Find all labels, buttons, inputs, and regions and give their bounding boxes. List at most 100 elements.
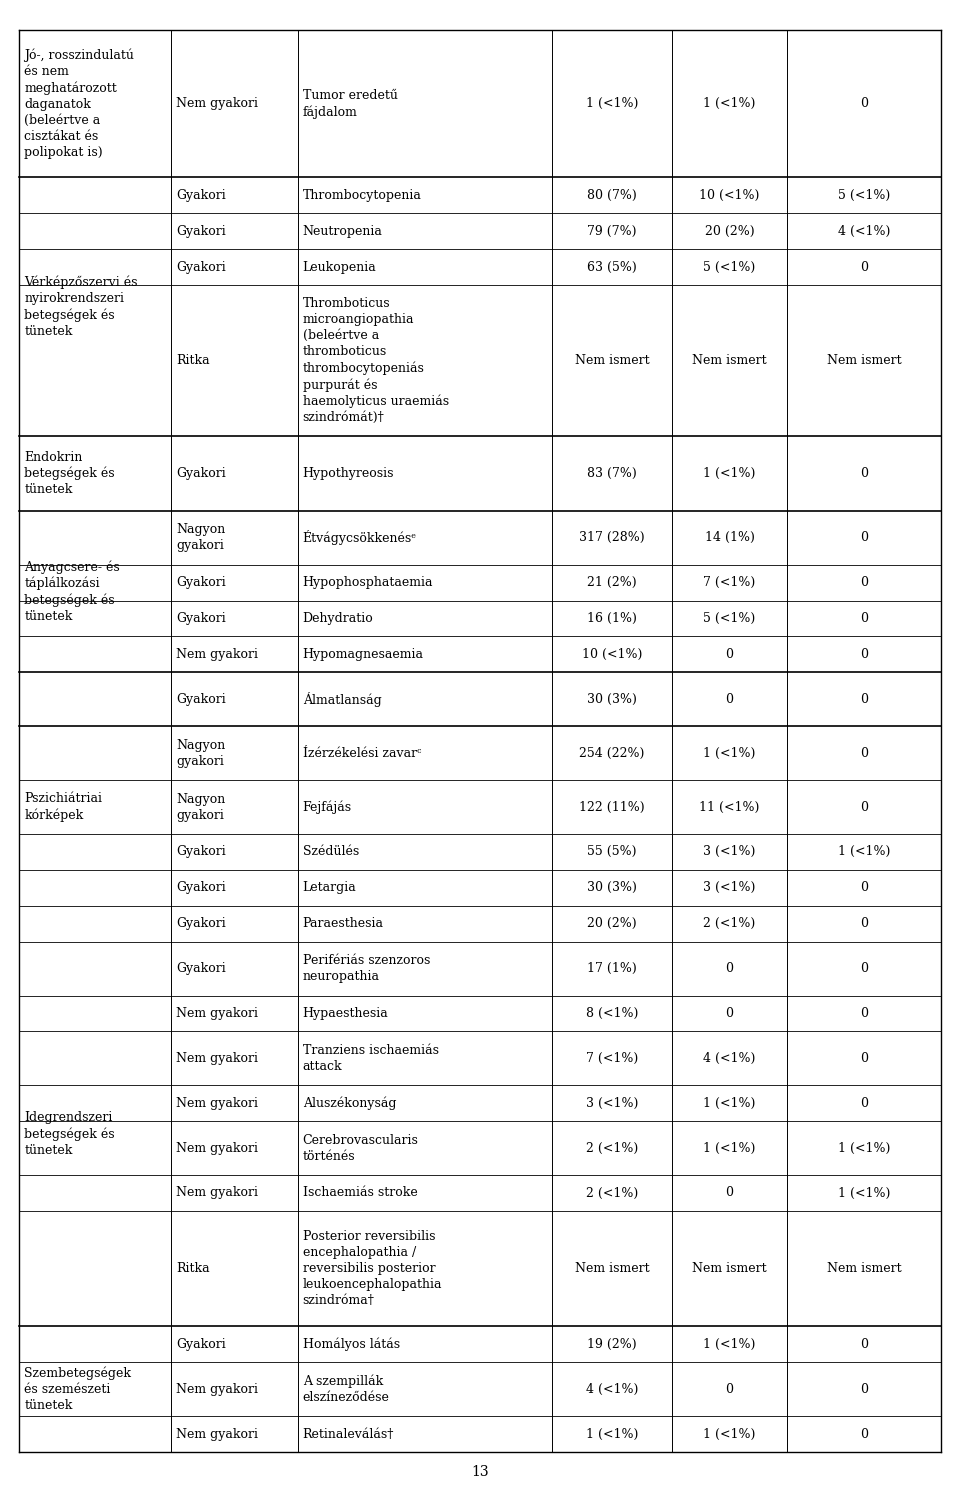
Text: 30 (3%): 30 (3%) xyxy=(588,692,636,706)
Text: Thrombocytopenia: Thrombocytopenia xyxy=(302,189,421,201)
Text: Ritka: Ritka xyxy=(176,354,209,367)
Text: Nem ismert: Nem ismert xyxy=(575,354,649,367)
Text: Nem gyakori: Nem gyakori xyxy=(176,648,258,661)
Text: 0: 0 xyxy=(860,1052,868,1065)
Text: 0: 0 xyxy=(860,801,868,813)
Text: 1 (<1%): 1 (<1%) xyxy=(704,97,756,110)
Text: 5 (<1%): 5 (<1%) xyxy=(838,189,890,201)
Text: 4 (<1%): 4 (<1%) xyxy=(704,1052,756,1065)
Text: 10 (<1%): 10 (<1%) xyxy=(700,189,759,201)
Text: 254 (22%): 254 (22%) xyxy=(579,746,645,759)
Text: 0: 0 xyxy=(726,962,733,976)
Text: Jó-, rosszindulatú
és nem
meghatározott
daganatok
(beleértve a
cisztákat és
poli: Jó-, rosszindulatú és nem meghatározott … xyxy=(24,49,134,158)
Text: 0: 0 xyxy=(860,1338,868,1350)
Text: 0: 0 xyxy=(860,97,868,110)
Text: 0: 0 xyxy=(860,1097,868,1110)
Text: 0: 0 xyxy=(726,1383,733,1395)
Text: 0: 0 xyxy=(860,576,868,589)
Text: Aluszékonyság: Aluszékonyság xyxy=(302,1097,396,1110)
Text: 14 (1%): 14 (1%) xyxy=(705,531,755,545)
Text: Nem gyakori: Nem gyakori xyxy=(176,1007,258,1021)
Text: 3 (<1%): 3 (<1%) xyxy=(704,846,756,858)
Text: Nagyon
gyakori: Nagyon gyakori xyxy=(176,739,226,768)
Text: 1 (<1%): 1 (<1%) xyxy=(704,746,756,759)
Text: Nem ismert: Nem ismert xyxy=(827,354,901,367)
Text: Dehydratio: Dehydratio xyxy=(302,612,373,625)
Text: 0: 0 xyxy=(860,1428,868,1441)
Text: Nagyon
gyakori: Nagyon gyakori xyxy=(176,792,226,822)
Text: Gyakori: Gyakori xyxy=(176,261,226,273)
Text: Gyakori: Gyakori xyxy=(176,692,226,706)
Text: Nem gyakori: Nem gyakori xyxy=(176,1141,258,1155)
Text: Gyakori: Gyakori xyxy=(176,467,226,480)
Text: Étvágycsökkenésᵉ: Étvágycsökkenésᵉ xyxy=(302,530,417,545)
Text: Nem gyakori: Nem gyakori xyxy=(176,1186,258,1200)
Text: Nem ismert: Nem ismert xyxy=(692,1262,767,1276)
Text: 21 (2%): 21 (2%) xyxy=(588,576,636,589)
Text: 0: 0 xyxy=(860,612,868,625)
Text: 0: 0 xyxy=(860,882,868,894)
Text: 0: 0 xyxy=(860,531,868,545)
Text: Retinaleválás†: Retinaleválás† xyxy=(302,1428,394,1441)
Text: Pszichiátriai
kórképek: Pszichiátriai kórképek xyxy=(24,792,102,822)
Text: 1 (<1%): 1 (<1%) xyxy=(838,846,890,858)
Text: Nem gyakori: Nem gyakori xyxy=(176,1097,258,1110)
Text: Cerebrovascularis
történés: Cerebrovascularis történés xyxy=(302,1134,419,1162)
Text: Gyakori: Gyakori xyxy=(176,846,226,858)
Text: Hypaesthesia: Hypaesthesia xyxy=(302,1007,389,1021)
Text: 10 (<1%): 10 (<1%) xyxy=(582,648,642,661)
Text: 16 (1%): 16 (1%) xyxy=(588,612,636,625)
Text: 0: 0 xyxy=(860,261,868,273)
Text: Leukopenia: Leukopenia xyxy=(302,261,376,273)
Text: Anyagcsere- és
táplálkozási
betegségek és
tünetek: Anyagcsere- és táplálkozási betegségek é… xyxy=(24,560,120,624)
Text: Gyakori: Gyakori xyxy=(176,576,226,589)
Text: Neutropenia: Neutropenia xyxy=(302,225,382,237)
Text: Szembetegségek
és szemészeti
tünetek: Szembetegségek és szemészeti tünetek xyxy=(24,1367,132,1411)
Text: Ritka: Ritka xyxy=(176,1262,209,1276)
Text: 80 (7%): 80 (7%) xyxy=(588,189,636,201)
Text: Álmatlanság: Álmatlanság xyxy=(302,692,381,707)
Text: 0: 0 xyxy=(726,1186,733,1200)
Text: 79 (7%): 79 (7%) xyxy=(588,225,636,237)
Text: Thromboticus
microangiopathia
(beleértve a
thromboticus
thrombocytopeniás
purpur: Thromboticus microangiopathia (beleértve… xyxy=(302,297,448,424)
Text: Fejfájás: Fejfájás xyxy=(302,800,351,813)
Text: 20 (2%): 20 (2%) xyxy=(588,918,636,930)
Text: 0: 0 xyxy=(860,648,868,661)
Text: Vérképzőszervi és
nyirokrendszeri
betegségek és
tünetek: Vérképzőszervi és nyirokrendszeri betegs… xyxy=(24,276,137,339)
Text: Szédülés: Szédülés xyxy=(302,846,359,858)
Text: 3 (<1%): 3 (<1%) xyxy=(586,1097,638,1110)
Text: 13: 13 xyxy=(471,1465,489,1479)
Text: 2 (<1%): 2 (<1%) xyxy=(704,918,756,930)
Text: Gyakori: Gyakori xyxy=(176,225,226,237)
Text: Gyakori: Gyakori xyxy=(176,918,226,930)
Text: 55 (5%): 55 (5%) xyxy=(588,846,636,858)
Text: Gyakori: Gyakori xyxy=(176,189,226,201)
Text: 2 (<1%): 2 (<1%) xyxy=(586,1186,638,1200)
Text: 19 (2%): 19 (2%) xyxy=(588,1338,636,1350)
Text: 0: 0 xyxy=(860,1007,868,1021)
Text: 0: 0 xyxy=(726,692,733,706)
Text: Posterior reversibilis
encephalopathia /
reversibilis posterior
leukoencephalopa: Posterior reversibilis encephalopathia /… xyxy=(302,1229,443,1307)
Text: 0: 0 xyxy=(860,746,868,759)
Text: 7 (<1%): 7 (<1%) xyxy=(586,1052,638,1065)
Text: 1 (<1%): 1 (<1%) xyxy=(704,1141,756,1155)
Text: Nem gyakori: Nem gyakori xyxy=(176,1428,258,1441)
Text: 1 (<1%): 1 (<1%) xyxy=(704,1097,756,1110)
Text: 63 (5%): 63 (5%) xyxy=(588,261,636,273)
Text: 2 (<1%): 2 (<1%) xyxy=(586,1141,638,1155)
Text: Endokrin
betegségek és
tünetek: Endokrin betegségek és tünetek xyxy=(24,451,115,497)
Text: 30 (3%): 30 (3%) xyxy=(588,882,636,894)
Text: Letargia: Letargia xyxy=(302,882,356,894)
Text: 0: 0 xyxy=(860,1383,868,1395)
Text: Homályos látás: Homályos látás xyxy=(302,1337,399,1352)
Text: Ízérzékelési zavarᶜ: Ízérzékelési zavarᶜ xyxy=(302,746,421,759)
Text: 1 (<1%): 1 (<1%) xyxy=(838,1141,890,1155)
Text: Gyakori: Gyakori xyxy=(176,962,226,976)
Text: 20 (2%): 20 (2%) xyxy=(705,225,755,237)
Text: 4 (<1%): 4 (<1%) xyxy=(586,1383,638,1395)
Text: Gyakori: Gyakori xyxy=(176,1338,226,1350)
Text: Tranziens ischaemiás
attack: Tranziens ischaemiás attack xyxy=(302,1044,439,1073)
Text: 122 (11%): 122 (11%) xyxy=(579,801,645,813)
Text: Idegrendszeri
betegségek és
tünetek: Idegrendszeri betegségek és tünetek xyxy=(24,1112,115,1156)
Text: 0: 0 xyxy=(860,962,868,976)
